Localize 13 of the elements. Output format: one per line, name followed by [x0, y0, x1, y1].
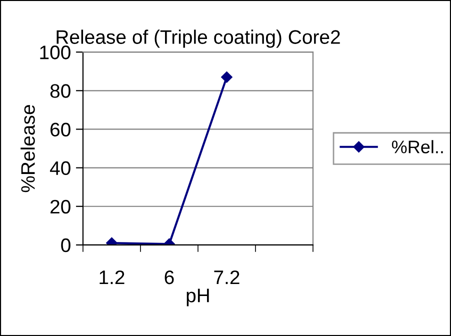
- y-tick-label: 60: [50, 122, 70, 136]
- y-tick-label: 80: [50, 84, 70, 98]
- x-tick-label: 1.2: [100, 270, 124, 284]
- point: [221, 72, 232, 83]
- x-axis-title: pH: [186, 288, 209, 306]
- y-tick-label: 20: [50, 200, 70, 214]
- y-axis-title: %Release: [20, 105, 35, 192]
- y-tick-label: 40: [50, 161, 70, 176]
- y-tick-label: 0: [61, 238, 70, 252]
- x-tick-label: 7.2: [214, 270, 240, 284]
- y-tick-label: 100: [40, 46, 70, 60]
- legend-label: %Rel..: [392, 140, 443, 154]
- x-tick-label: 6: [164, 270, 174, 284]
